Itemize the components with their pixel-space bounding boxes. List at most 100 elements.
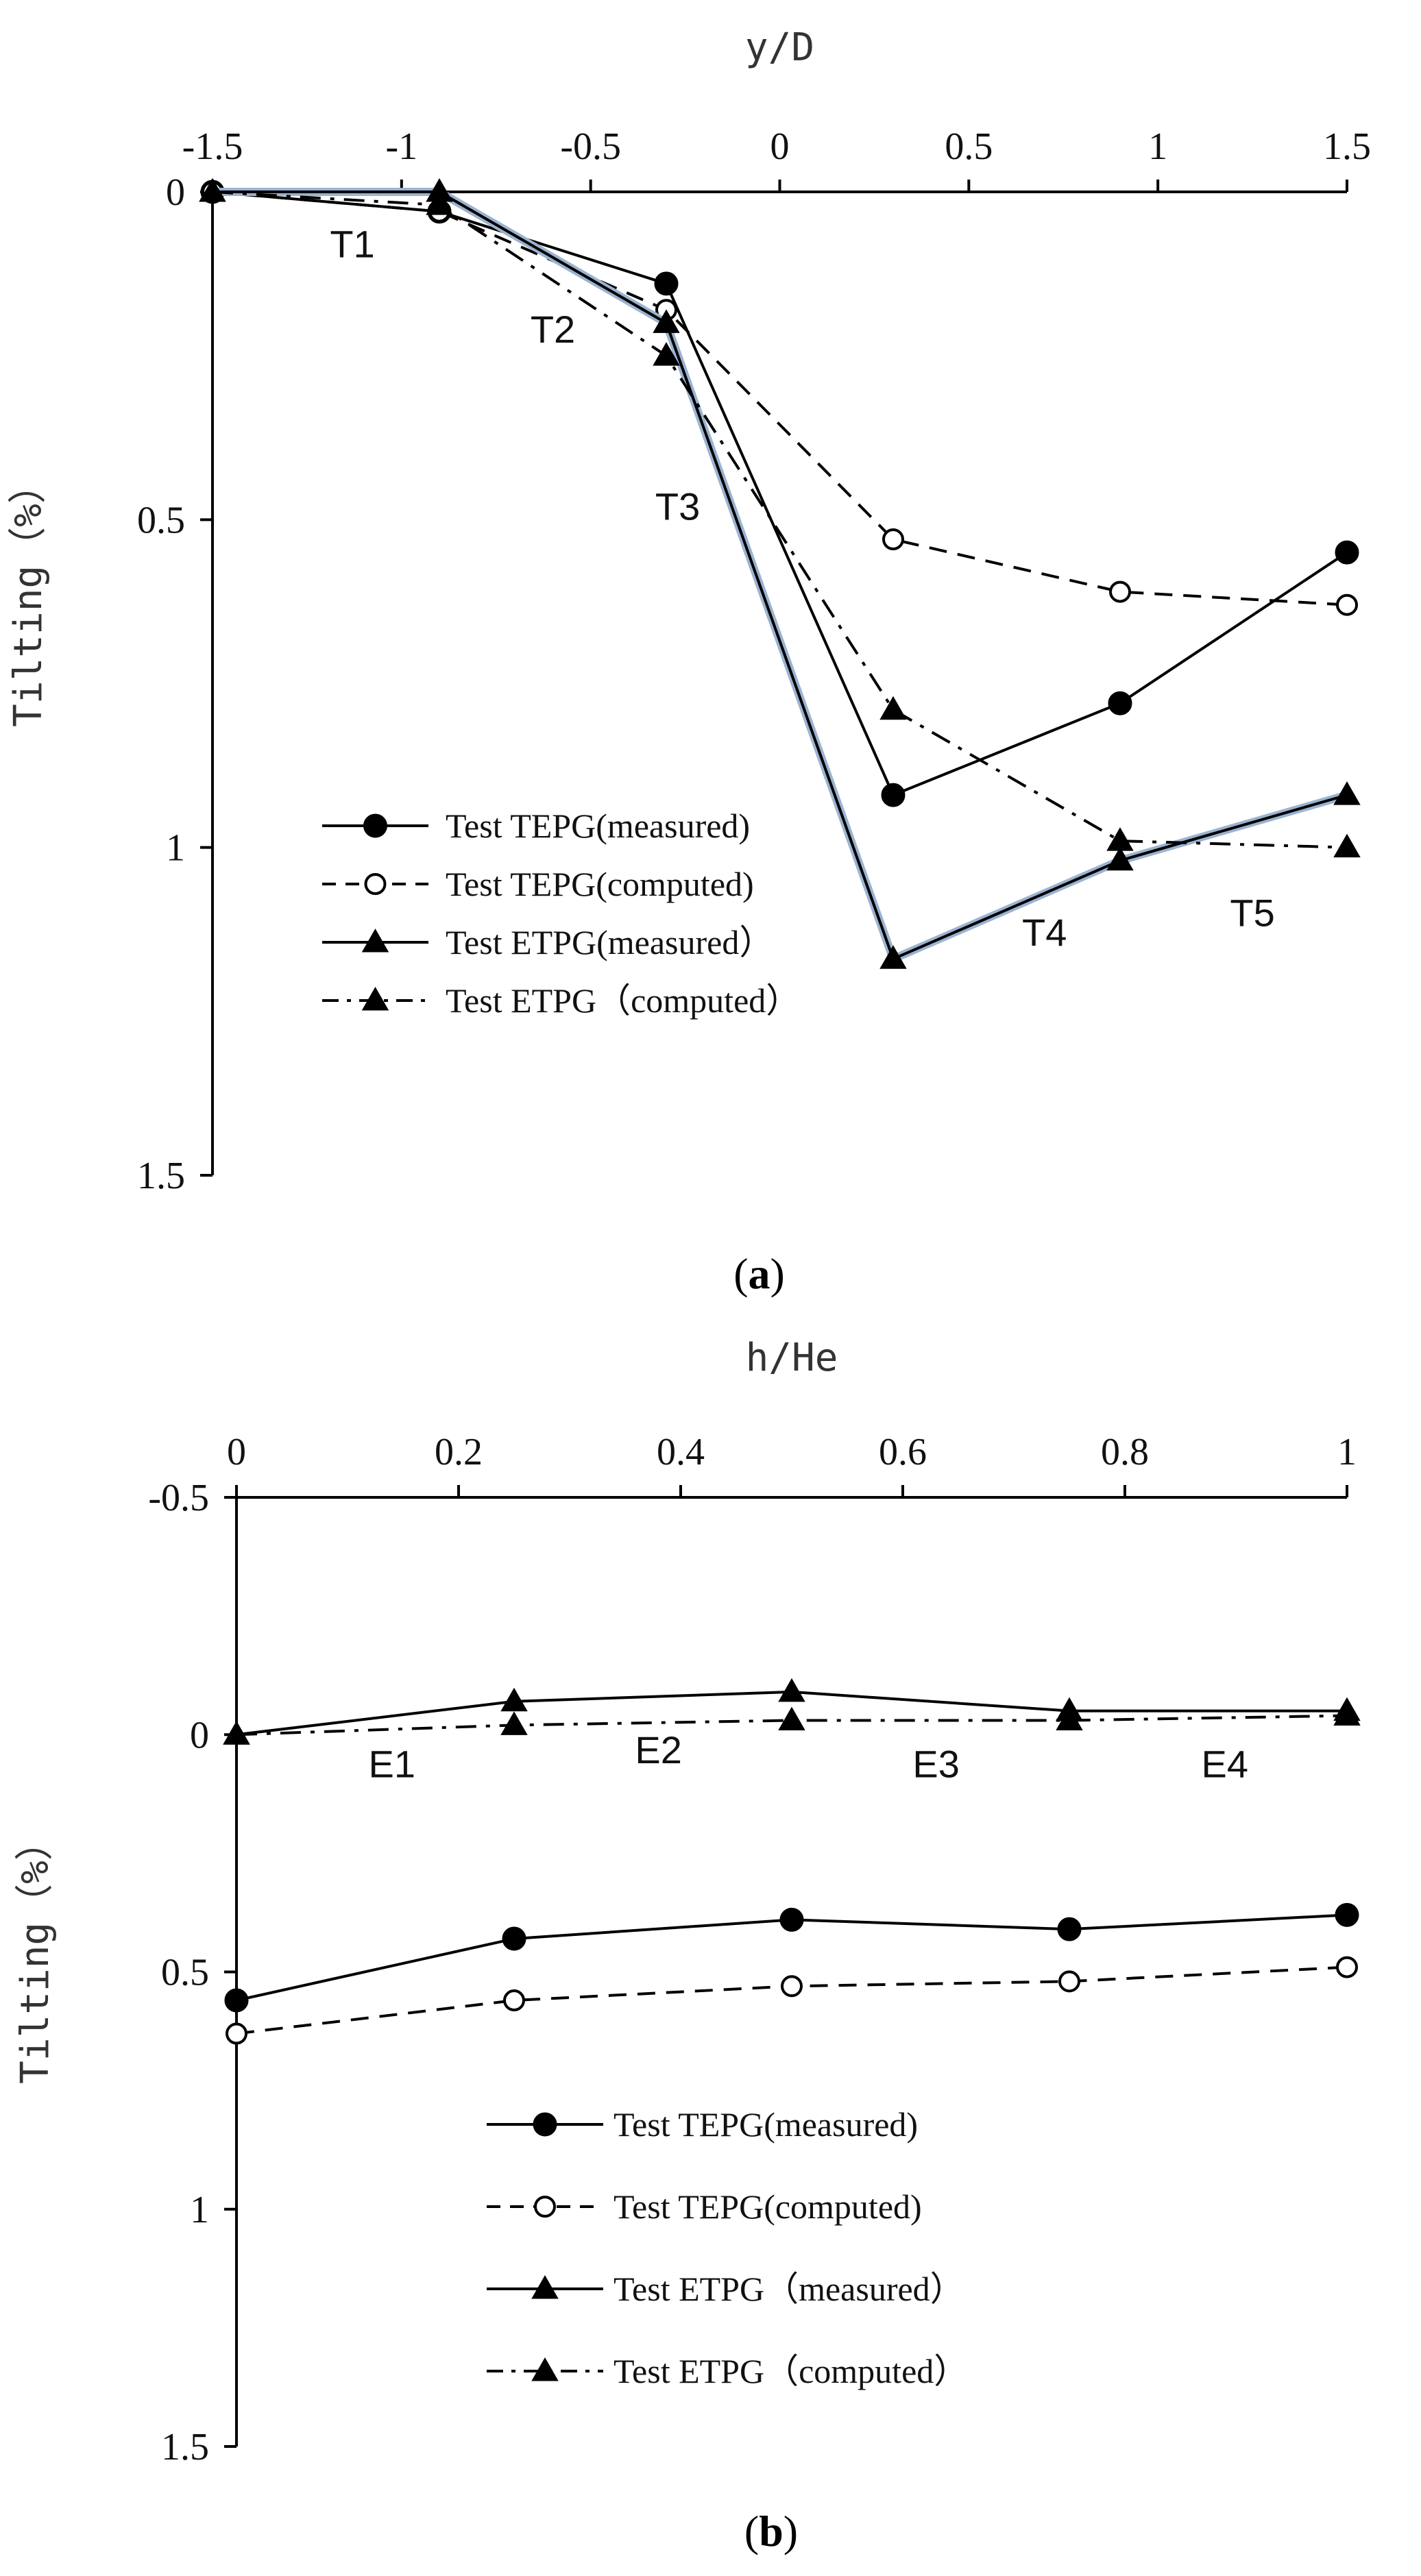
y-tick-label: 0 xyxy=(190,1714,209,1756)
panel-label-close: ) xyxy=(784,2507,798,2555)
series-1 xyxy=(202,181,1358,616)
series-3 xyxy=(199,177,1361,858)
annotation-label: T3 xyxy=(655,484,700,528)
data-point xyxy=(654,271,679,296)
legend-marker xyxy=(364,873,387,895)
legend-label: Test TEPG(measured) xyxy=(614,2105,918,2144)
y-axis-title: Tilting（%） xyxy=(6,465,51,727)
legend-marker xyxy=(531,2357,559,2381)
x-tick-label: 0 xyxy=(770,125,790,168)
x-tick-label: 0 xyxy=(227,1431,246,1473)
x-tick-label: 1 xyxy=(1337,1431,1357,1473)
legend-label: Test ETPG（computed） xyxy=(614,2352,968,2390)
x-tick-label: 0.6 xyxy=(879,1431,927,1473)
legend-marker xyxy=(533,2112,557,2137)
panel-label: (b) xyxy=(744,2507,798,2555)
y-tick-label: 0.5 xyxy=(137,499,185,541)
x-tick-label: -1.5 xyxy=(182,125,243,168)
data-point xyxy=(653,309,680,333)
legend-marker xyxy=(363,813,387,838)
data-point xyxy=(1108,691,1132,715)
panel-label-close: ) xyxy=(770,1249,785,1298)
y-tick-label: 0 xyxy=(166,171,185,214)
legend: Test TEPG(measured) Test TEPG(computed) Te… xyxy=(322,807,800,1020)
y-tick-label: 1 xyxy=(166,827,185,870)
data-point xyxy=(1335,540,1359,565)
data-point xyxy=(1109,580,1131,603)
legend-marker xyxy=(361,986,389,1011)
data-point xyxy=(1106,846,1134,871)
x-tick-label: 0.2 xyxy=(435,1431,483,1473)
data-point xyxy=(778,1706,805,1730)
x-tick-label: 0.4 xyxy=(657,1431,705,1473)
data-point xyxy=(1106,827,1134,851)
data-point xyxy=(1333,833,1361,858)
annotation-label: E2 xyxy=(635,1728,682,1771)
y-tick-label: 1 xyxy=(190,2189,209,2231)
panel-a: -1.5 -1 -0.5 0 0.5 1 1.5 0 0.5 1 1.5 y/D Tilting（%） T… xyxy=(6,25,1371,1298)
data-point xyxy=(882,528,904,551)
data-point xyxy=(226,2022,247,2045)
series-1 xyxy=(226,1956,1358,2045)
series-line xyxy=(212,191,1348,606)
annotation-label: E4 xyxy=(1202,1743,1249,1786)
y-tick-label: 0.5 xyxy=(161,1952,209,1994)
panel-label-open: ( xyxy=(744,2507,759,2555)
legend-marker xyxy=(531,2274,559,2299)
data-point xyxy=(653,342,680,366)
data-point xyxy=(1057,1917,1082,1941)
x-axis-title: y/D xyxy=(745,25,814,70)
data-point xyxy=(1336,1956,1358,1978)
x-tick-label: -0.5 xyxy=(560,125,621,168)
x-tick-label: 1 xyxy=(1148,125,1167,168)
panel-label-letter: a xyxy=(749,1249,770,1298)
data-point xyxy=(223,1721,250,1745)
legend-label: Test ETPG（computed） xyxy=(446,981,800,1020)
panel-label: (a) xyxy=(733,1249,785,1298)
data-point xyxy=(879,696,907,720)
panel-label-open: ( xyxy=(733,1249,748,1298)
series-line xyxy=(236,1714,1348,1737)
legend-label: Test ETPG(measured） xyxy=(446,923,773,961)
data-point xyxy=(500,1711,528,1735)
x-axis-title: h/He xyxy=(746,1336,838,1380)
y-tick-label: 1.5 xyxy=(161,2426,209,2468)
data-point xyxy=(426,191,453,215)
y-axis-title: Tilting（%） xyxy=(13,1822,58,2084)
annotation-label: E1 xyxy=(369,1743,416,1786)
data-point xyxy=(199,177,226,202)
annotation-label: T2 xyxy=(531,308,575,351)
y-tick-label: 1.5 xyxy=(137,1155,185,1197)
data-point xyxy=(1056,1706,1083,1730)
series-line xyxy=(212,191,1348,849)
panel-b: 0 0.2 0.4 0.6 0.8 1 -0.5 0 0.5 1 1.5 h/He Tilting（%）… xyxy=(13,1336,1361,2555)
data-point xyxy=(1333,1702,1361,1726)
x-tick-label: 0.5 xyxy=(945,125,993,168)
data-point xyxy=(779,1907,804,1932)
x-tick-label: 0.8 xyxy=(1101,1431,1149,1473)
annotation-label: E3 xyxy=(912,1743,960,1786)
data-point xyxy=(781,1975,803,1998)
legend-label: Test TEPG(measured) xyxy=(446,807,750,845)
data-point xyxy=(503,1989,525,2012)
y-tick-label: -0.5 xyxy=(148,1477,209,1519)
legend-marker xyxy=(534,2196,556,2218)
series-line xyxy=(212,191,1348,961)
data-point xyxy=(1058,1970,1080,1993)
data-point xyxy=(778,1678,805,1702)
legend: Test TEPG(measured) Test TEPG(computed) Te… xyxy=(487,2105,968,2390)
legend-label: Test TEPG(computed) xyxy=(614,2187,922,2226)
series-3 xyxy=(223,1702,1361,1745)
x-tick-label: 1.5 xyxy=(1323,125,1371,168)
legend-label: Test ETPG（measured） xyxy=(614,2270,964,2308)
annotation-label: T1 xyxy=(330,223,374,266)
data-point xyxy=(881,783,906,807)
legend-marker xyxy=(361,928,389,953)
panel-label-letter: b xyxy=(759,2507,784,2555)
data-point xyxy=(502,1926,526,1951)
data-point xyxy=(1336,593,1358,616)
annotation-label: T4 xyxy=(1022,911,1067,954)
series-0 xyxy=(224,1902,1359,2013)
annotation-label: T5 xyxy=(1230,891,1274,934)
